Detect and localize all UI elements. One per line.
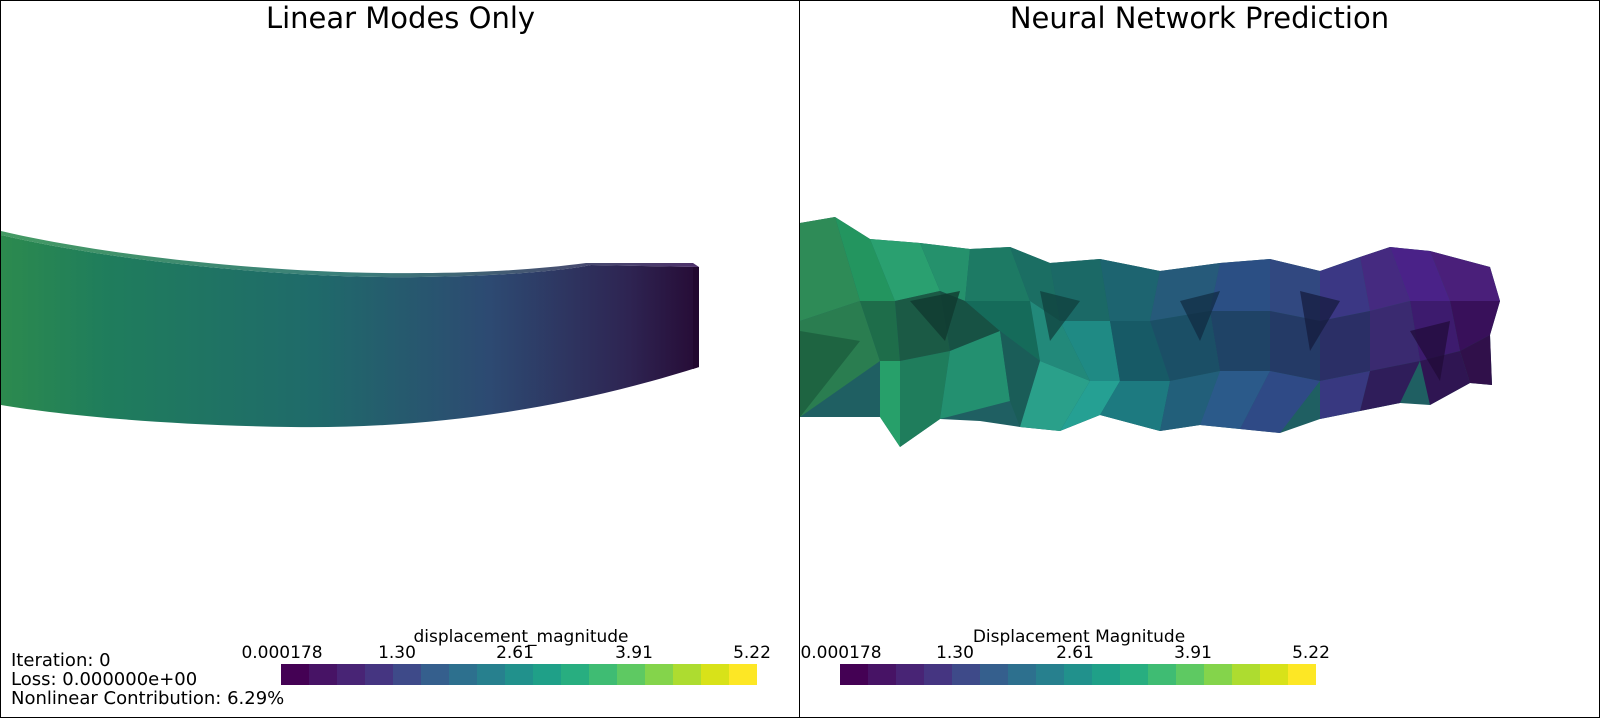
left-colorbar-tick: 1.30	[378, 643, 416, 663]
right-colorbar-tick: 3.91	[1174, 643, 1212, 663]
left-colorbar-tick: 5.22	[733, 643, 771, 663]
loss-text: Loss: 0.000000e+00	[11, 669, 198, 690]
right-colorbar-tick: 2.61	[1056, 643, 1094, 663]
left-colorbar-tick: 2.61	[496, 643, 534, 663]
left-viewport-title: Linear Modes Only	[265, 1, 536, 35]
right-colorbar-strip	[840, 664, 1316, 685]
right-viewport-title: Neural Network Prediction	[1009, 1, 1390, 35]
left-viewport[interactable]: Linear Modes Only displacement_magni	[0, 0, 801, 718]
training-stats: Iteration: 0 Loss: 0.000000e+00 Nonlinea…	[11, 651, 284, 708]
right-colorbar-title: Displacement Magnitude	[972, 627, 1186, 647]
left-colorbar-strip	[281, 664, 757, 685]
left-colorbar-title: displacement_magnitude	[413, 627, 629, 647]
left-colorbar-tick: 3.91	[615, 643, 653, 663]
nonlinear-contribution-text: Nonlinear Contribution: 6.29%	[11, 688, 285, 709]
left-colorbar-tick: 0.000178	[241, 643, 323, 663]
iteration-text: Iteration: 0	[11, 650, 111, 671]
neural-network-beam-render[interactable]	[800, 1, 1600, 718]
right-colorbar-tick: 5.22	[1292, 643, 1330, 663]
right-viewport[interactable]: Neural Network Prediction	[799, 0, 1600, 718]
right-colorbar-tick: 1.30	[936, 643, 974, 663]
linear-modes-beam-render[interactable]	[1, 1, 801, 718]
right-colorbar-tick: 0.000178	[800, 643, 882, 663]
